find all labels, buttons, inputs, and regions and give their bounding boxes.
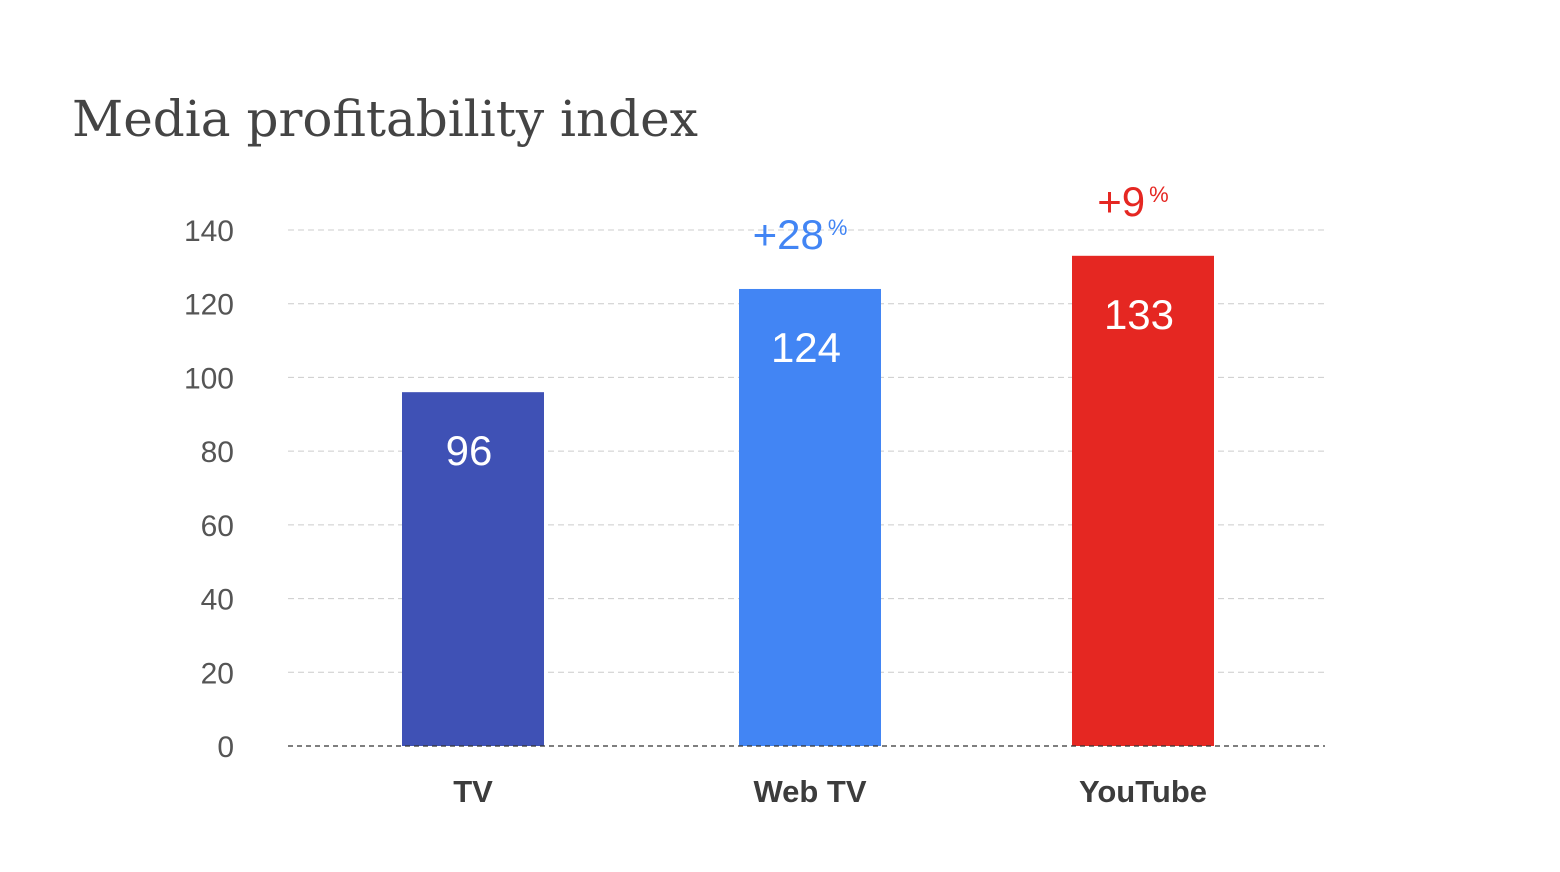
x-tick-label: TV	[453, 774, 493, 809]
y-axis-ticks: 0 20 40 60 80 100 120 140	[184, 215, 234, 764]
bar-value-labels: 96 124 133	[446, 291, 1174, 474]
change-suffix: %	[828, 215, 848, 240]
chart-title: Media profitability index	[72, 90, 698, 148]
change-annotations: +28 %+9%	[753, 178, 1169, 258]
change-annotation: +28%	[753, 211, 848, 258]
y-tick-label: 120	[184, 289, 234, 322]
y-tick-label: 100	[184, 362, 234, 395]
y-tick-label: 0	[217, 731, 234, 764]
bars	[402, 255, 1214, 747]
y-tick-label: 60	[201, 510, 234, 543]
x-tick-label: YouTube	[1079, 774, 1207, 809]
x-axis-labels: TV Web TV YouTube	[453, 774, 1207, 809]
y-tick-label: 140	[184, 215, 234, 248]
y-tick-label: 20	[201, 657, 234, 690]
change-annotation: +9%	[1097, 178, 1168, 225]
bar-tv	[402, 392, 544, 746]
bar-youtube	[1072, 255, 1214, 747]
bar-value-label: 133	[1104, 291, 1174, 338]
bar-value-label: 124	[771, 324, 841, 371]
change-value: +28	[753, 211, 824, 258]
change-value: +9	[1097, 178, 1145, 225]
change-suffix: %	[1149, 182, 1169, 207]
y-tick-label: 80	[201, 436, 234, 469]
y-tick-label: 40	[201, 584, 234, 617]
bar-web-tv	[739, 288, 881, 746]
x-tick-label: Web TV	[753, 774, 866, 809]
bar-value-label: 96	[446, 427, 493, 474]
